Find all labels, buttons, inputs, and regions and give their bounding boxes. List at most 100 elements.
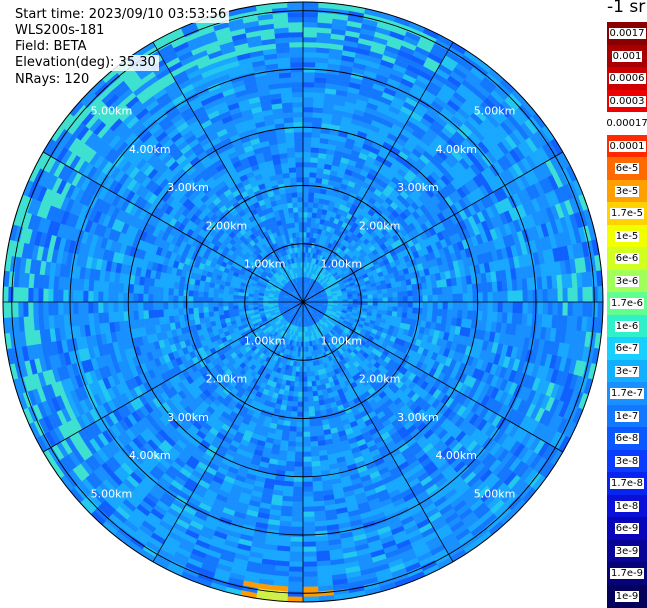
- range-gate-cell: [402, 307, 407, 313]
- range-gate-cell: [563, 288, 568, 302]
- range-gate-cell: [312, 386, 317, 392]
- range-gate-cell: [303, 82, 315, 87]
- range-gate-cell: [378, 298, 383, 302]
- range-gate-cell: [309, 416, 316, 421]
- range-gate-cell: [498, 292, 503, 302]
- range-gate-cell: [287, 401, 293, 407]
- range-gate-cell: [418, 296, 423, 302]
- range-gate-cell: [307, 377, 311, 382]
- range-gate-cell: [303, 567, 317, 572]
- range-gate-cell: [498, 302, 503, 312]
- range-gate-cell: [428, 302, 433, 309]
- range-gate-cell: [457, 310, 463, 319]
- range-gate-cell: [543, 302, 548, 315]
- range-gate-cell: [468, 293, 473, 302]
- range-gate-cell: [303, 12, 318, 17]
- range-gate-cell: [363, 299, 368, 302]
- range-gate-cell: [307, 222, 311, 227]
- range-gate-cell: [303, 372, 307, 377]
- range-gate-cell: [308, 202, 313, 207]
- range-gate-cell: [286, 461, 295, 467]
- range-gate-cell: [303, 107, 313, 112]
- range-gate-cell: [303, 447, 311, 452]
- range-gate-cell: [303, 177, 310, 182]
- range-gate-cell: [309, 187, 315, 192]
- range-gate-cell: [358, 299, 363, 302]
- range-gate-cell: [548, 302, 553, 315]
- range-gate-cell: [403, 297, 408, 302]
- range-gate-cell: [488, 292, 493, 302]
- range-gate-cell: [503, 291, 508, 302]
- range-gate-cell: [303, 427, 310, 432]
- range-gate-cell: [303, 247, 306, 252]
- range-gate-cell: [298, 402, 303, 407]
- range-gate-cell: [284, 476, 294, 482]
- range-gate-cell: [353, 299, 358, 302]
- range-gate-cell: [303, 222, 307, 227]
- range-gate-cell: [303, 497, 313, 502]
- range-gate-cell: [443, 302, 448, 310]
- range-gate-cell: [292, 507, 303, 512]
- range-gate-cell: [458, 294, 463, 302]
- range-gate-cell: [303, 547, 316, 552]
- range-gate-cell: [483, 302, 488, 312]
- range-gate-cell: [303, 397, 308, 402]
- range-gate-cell: [303, 367, 307, 372]
- range-gate-cell: [407, 307, 412, 313]
- range-gate-cell: [296, 427, 303, 432]
- range-gate-cell: [378, 294, 383, 298]
- range-gate-cell: [422, 308, 427, 315]
- range-gate-cell: [293, 487, 303, 492]
- range-gate-cell: [518, 302, 523, 314]
- range-gate-cell: [306, 357, 309, 362]
- range-gate-cell: [438, 295, 443, 302]
- range-gate-cell: [313, 203, 319, 209]
- range-gate-cell: [383, 306, 388, 311]
- range-gate-cell: [310, 441, 318, 447]
- range-gate-cell: [553, 289, 558, 302]
- range-gate-cell: [583, 302, 588, 317]
- range-gate-cell: [452, 310, 458, 318]
- range-gate-cell: [303, 182, 309, 187]
- range-gate-cell: [443, 294, 448, 302]
- range-gate-cell: [508, 291, 513, 302]
- range-gate-cell: [303, 102, 313, 107]
- range-gate-cell: [311, 376, 316, 381]
- range-gate-cell: [392, 287, 398, 292]
- range-gate-cell: [314, 193, 320, 199]
- range-gate-cell: [363, 302, 368, 305]
- range-gate-cell: [353, 302, 358, 305]
- range-gate-cell: [383, 302, 388, 306]
- range-gate-cell: [393, 307, 398, 312]
- range-gate-cell: [310, 426, 317, 432]
- range-gate-cell: [428, 295, 433, 302]
- range-gate-cell: [303, 112, 313, 117]
- range-gate-cell: [295, 447, 303, 452]
- range-gate-cell: [348, 297, 353, 300]
- range-gate-cell: [300, 362, 303, 367]
- range-gate-cell: [303, 207, 308, 212]
- range-gate-cell: [368, 298, 373, 302]
- range-gate-cell: [543, 289, 548, 302]
- range-gate-cell: [290, 542, 303, 547]
- range-gate-cell: [299, 382, 303, 387]
- range-gate-cell: [483, 292, 488, 302]
- range-gate-cell: [593, 302, 598, 317]
- range-gate-cell: [303, 87, 314, 92]
- range-gate-cell: [303, 187, 309, 192]
- range-gate-cell: [303, 562, 317, 567]
- range-gate-cell: [593, 287, 598, 302]
- range-gate-cell: [291, 411, 297, 416]
- range-gate-cell: [288, 577, 303, 582]
- range-gate-cell: [306, 352, 309, 357]
- range-gate-cell: [307, 217, 312, 222]
- range-gate-cell: [312, 476, 322, 482]
- range-gate-cell: [311, 152, 319, 158]
- range-gate-cell: [453, 302, 458, 310]
- range-gate-cell: [303, 172, 310, 177]
- range-gate-cell: [518, 290, 523, 302]
- range-gate-cell: [290, 416, 297, 421]
- range-gate-cell: [388, 293, 393, 298]
- range-gate-cell: [283, 486, 293, 492]
- range-gate-cell: [292, 406, 298, 411]
